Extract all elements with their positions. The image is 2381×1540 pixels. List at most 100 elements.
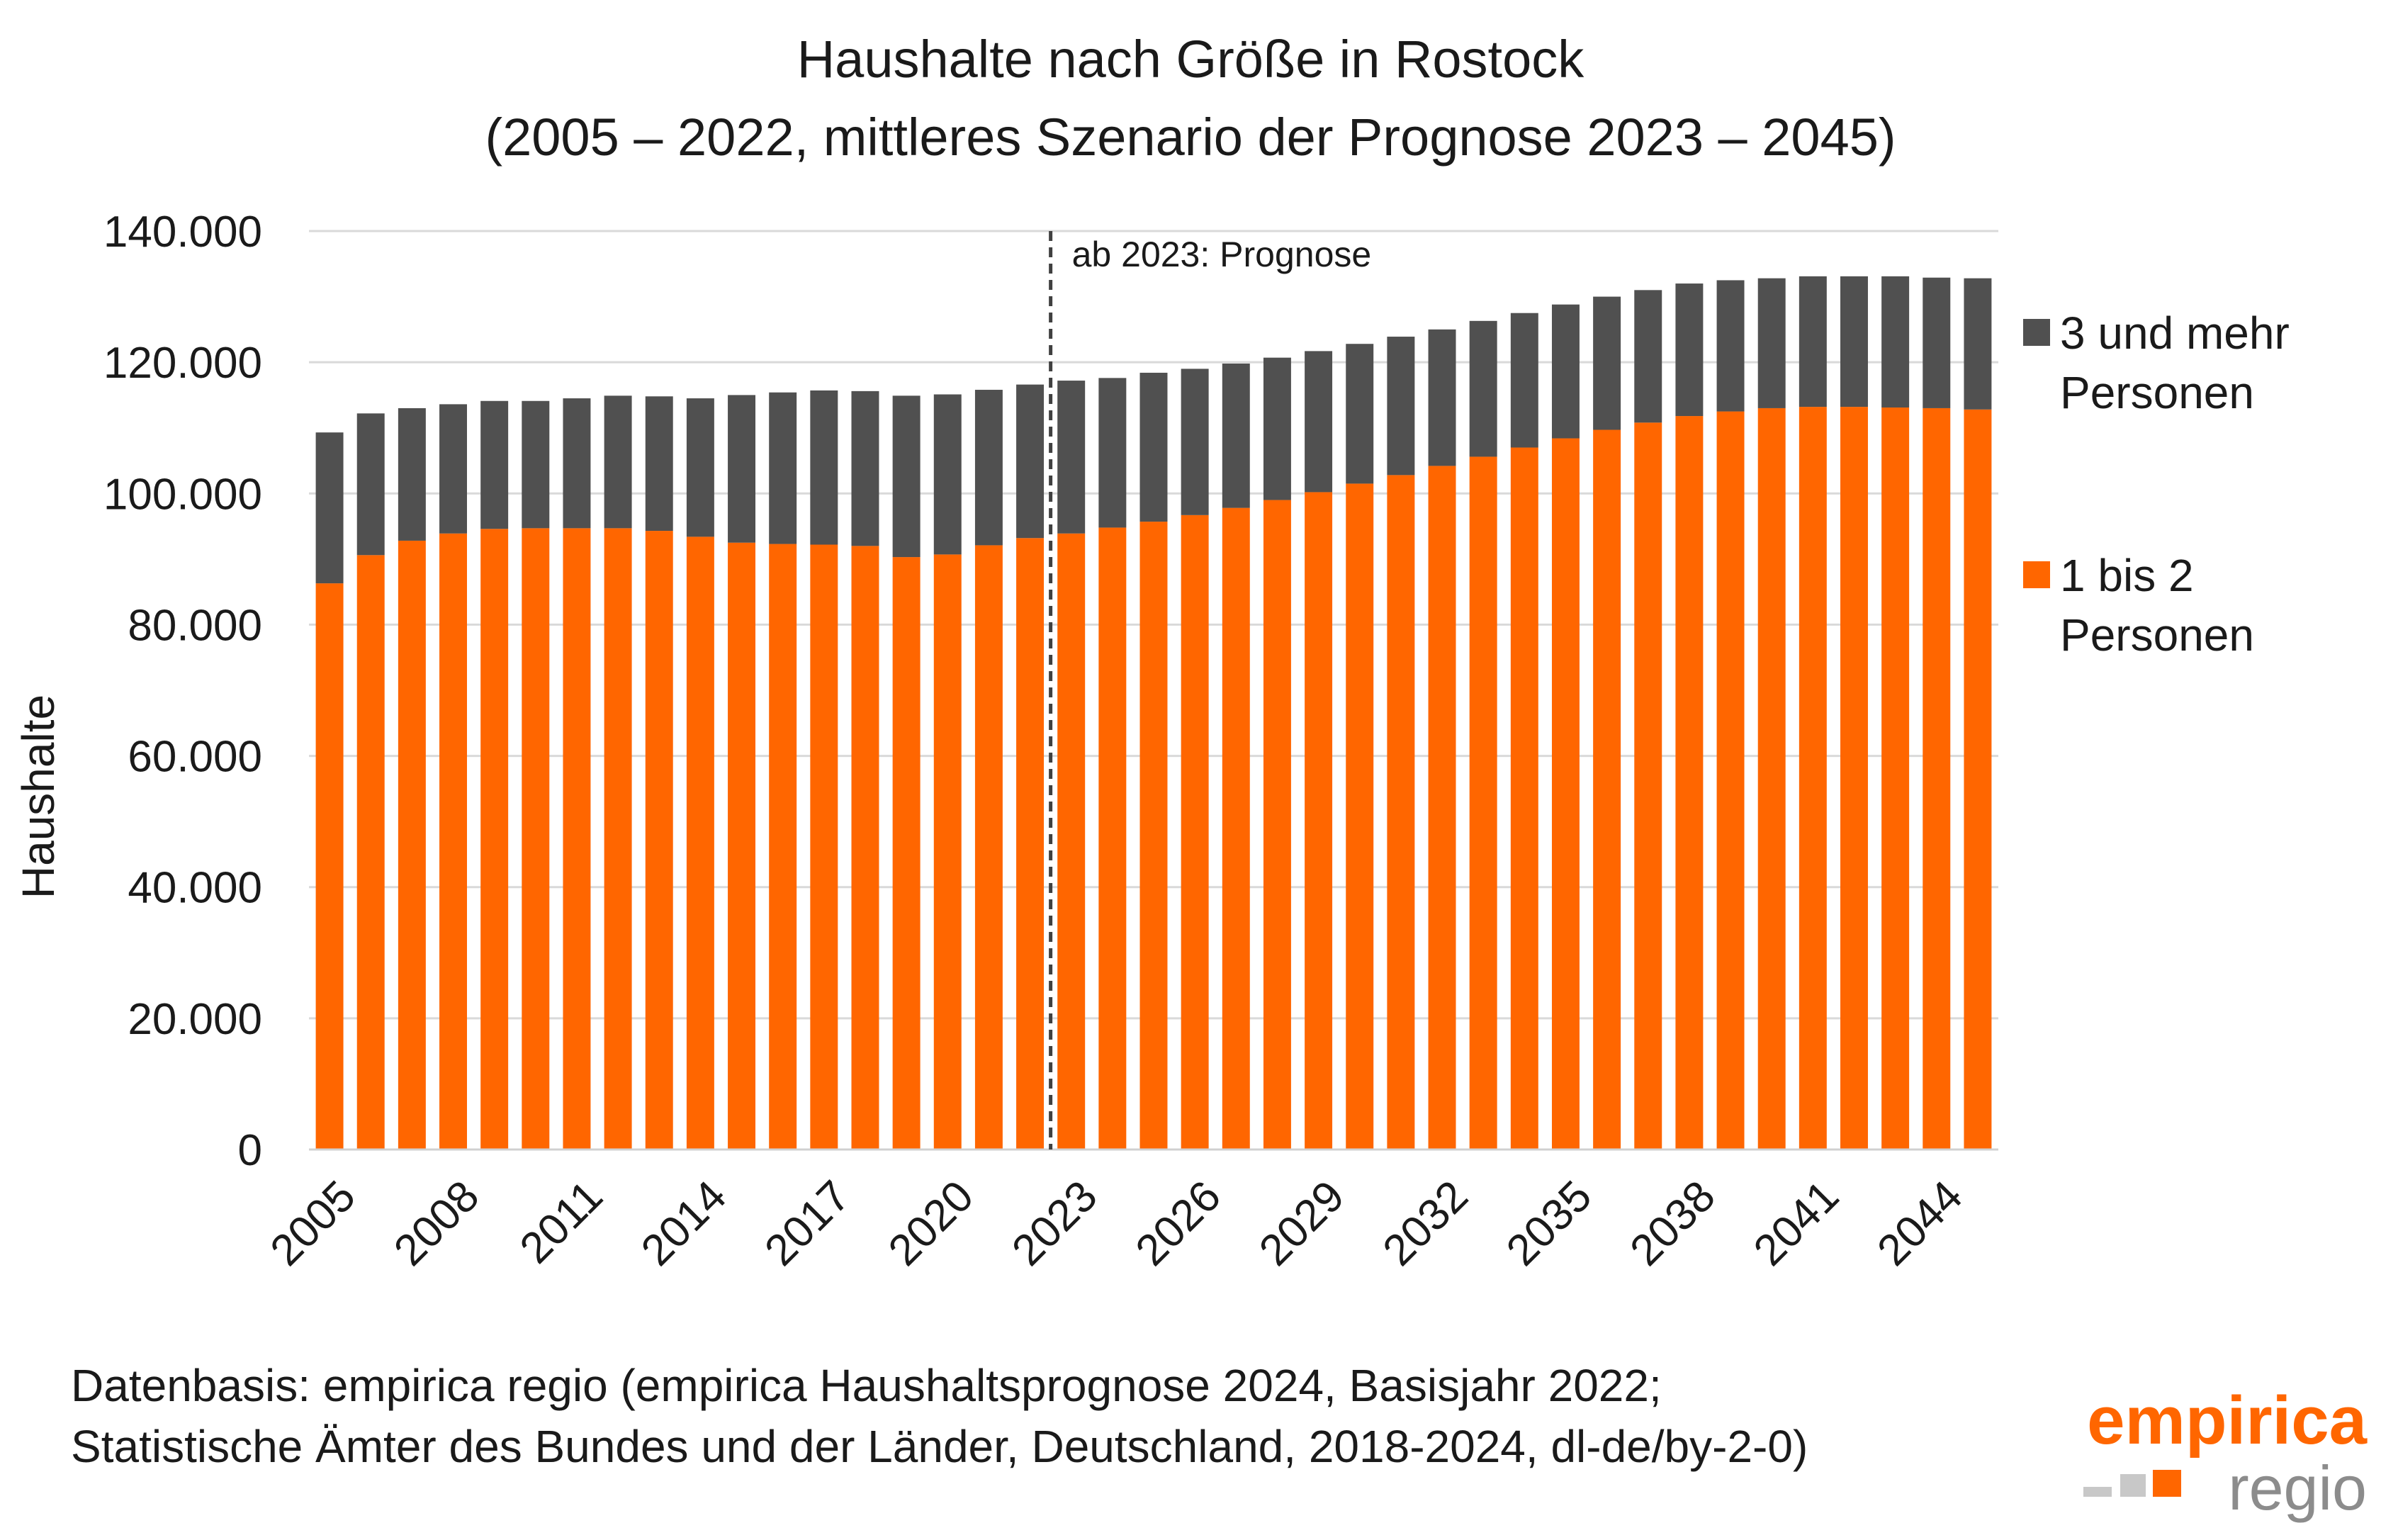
bar-small-households [892,557,921,1150]
bar-small-households [398,540,426,1150]
logo-word: empirica [2087,1383,2367,1458]
logo-square-orange [2153,1470,2181,1497]
bar-small-households [810,544,838,1150]
bar-small-households [522,528,550,1150]
x-tick-label: 2026 [1127,1171,1230,1275]
bar-small-households [645,531,673,1150]
bar-large-households [1098,378,1127,528]
y-tick-label: 0 [238,1126,262,1175]
bar-small-households [851,546,879,1150]
bar-large-households [1057,381,1086,534]
legend-swatch-small-households [2023,561,2050,588]
bar-large-households [1510,313,1538,448]
legend-swatch-large-households [2023,319,2050,346]
bar-large-households [1840,276,1868,408]
bar-large-households [810,390,838,545]
bar-small-households [1840,407,1868,1150]
bar-large-households [1551,304,1580,439]
bar-large-households [1675,283,1704,417]
bar-large-households [563,398,591,529]
legend-label-large-households: 3 und mehr Personen [2060,308,2290,418]
bar-small-households [1139,522,1168,1150]
bar-large-households [933,394,962,555]
bar-large-households [1716,280,1745,412]
bar-small-households [604,528,632,1150]
bar-small-households [1181,515,1209,1150]
bar-small-households [1964,409,1992,1150]
bar-large-households [1799,276,1827,408]
x-tick-label: 2035 [1497,1171,1601,1275]
y-tick-label: 140.000 [103,208,262,257]
chart-title-line2: (2005 – 2022, mittleres Szenario der Pro… [485,108,1896,167]
y-tick-label: 20.000 [128,995,262,1044]
x-tick-label: 2044 [1868,1171,1971,1275]
bar-small-households [1222,507,1250,1150]
bar-large-households [522,400,550,529]
x-tick-label: 2038 [1621,1171,1724,1275]
x-axis-tick-labels: 2005 2008 2011 2014 2017 2020 2023 2026 2029 2032… [261,1171,1972,1275]
bar-small-households [439,533,467,1150]
bar-large-households [686,398,714,537]
x-tick-label: 2011 [511,1171,612,1273]
bar-large-households [1923,277,1951,408]
y-tick-label: 100.000 [103,470,262,519]
x-tick-label: 2032 [1374,1171,1477,1275]
bar-small-households [1634,422,1662,1150]
x-tick-label: 2008 [385,1171,488,1275]
forecast-annotation: ab 2023: Prognose [1072,235,1372,274]
bar-large-households [728,395,756,543]
x-tick-label: 2020 [879,1171,983,1275]
legend-item-small-households: 1 bis 2 Personen [2023,546,2372,665]
bar-large-households [398,408,426,541]
bar-small-households [1305,492,1333,1150]
bar-small-households [315,583,344,1150]
bar-large-households [1346,344,1374,484]
logo-sub: regio [2228,1453,2367,1523]
bar-small-households [1387,475,1415,1150]
x-tick-label: 2005 [261,1171,365,1275]
bar-large-households [1387,337,1415,476]
bar-small-households [1593,429,1621,1150]
bar-large-households [1305,351,1333,493]
bar-large-households [1757,278,1786,408]
bar-large-households [604,395,632,529]
y-axis-title: Haushalte [13,695,64,899]
bar-small-households [933,554,962,1150]
bar-large-households [1139,372,1168,522]
bar-small-households [1098,527,1127,1150]
bar-small-households [1881,408,1910,1150]
bar-small-households [480,529,509,1150]
logo-square-mid [2120,1474,2146,1497]
x-tick-label: 2017 [755,1171,859,1275]
x-tick-label: 2041 [1745,1171,1848,1275]
y-tick-label: 120.000 [103,339,262,388]
chart-title-line1: Haushalte nach Größe in Rostock [797,30,1584,89]
bar-large-households [851,390,879,546]
x-tick-label: 2014 [632,1171,736,1275]
bar-small-households [728,542,756,1150]
legend-label-small-households: 1 bis 2 Personen [2060,550,2254,661]
bar-large-households [1263,357,1291,500]
bar-large-households [1016,384,1045,539]
bar-large-households [1181,369,1209,515]
bar-large-households [1964,278,1992,410]
bar-large-households [892,395,921,558]
bar-small-households [1346,483,1374,1150]
empirica-regio-logo: empirica regio [2069,1382,2367,1524]
bar-small-households [1469,456,1497,1150]
bar-large-households [769,392,797,544]
bar-large-households [315,432,344,584]
data-source-note: Datenbasis: empirica regio (empirica Hau… [71,1360,1808,1472]
bar-large-households [1469,320,1497,457]
bar-large-households [356,413,385,556]
y-tick-label: 40.000 [128,864,262,913]
bars [315,276,1992,1150]
bar-large-households [974,390,1003,546]
bar-large-households [1593,296,1621,430]
bar-large-households [1881,276,1910,408]
y-tick-label: 80.000 [128,601,262,650]
bar-small-households [1551,438,1580,1150]
bar-large-households [1222,363,1250,508]
bar-small-households [1923,408,1951,1150]
bar-large-households [1634,290,1662,423]
